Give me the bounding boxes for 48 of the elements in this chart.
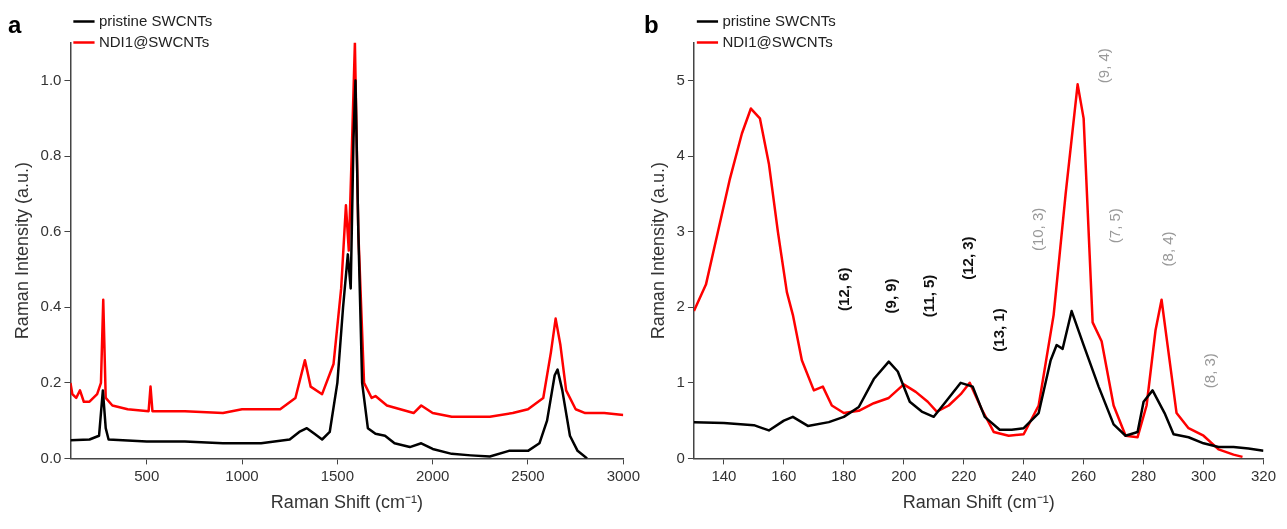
y-axis-title: Raman Intensity (a.u.) [11,162,32,340]
y-tick-label: 2 [676,297,685,315]
annotation: (12, 3) [958,236,976,280]
x-tick-label: 300 [1191,466,1217,484]
annotation: (10, 3) [1028,207,1046,252]
x-tick-label: 160 [771,466,797,484]
annotation: (8, 3) [1201,353,1219,389]
x-tick-label: 140 [711,466,737,484]
annotation: (9, 4) [1094,48,1112,84]
x-tick-label: 500 [134,466,160,484]
y-tick-label: 0.8 [40,146,62,164]
annotation: (12, 6) [835,267,853,311]
x-tick-label: 240 [1011,466,1037,484]
y-tick-label: 3 [676,221,685,239]
legend-label: pristine SWCNTs [722,11,836,29]
x-tick-label: 180 [831,466,857,484]
chart-title: b [644,11,659,39]
x-axis-title: Raman Shift (cm⁻¹) [270,492,423,513]
legend-label: pristine SWCNTs [98,11,213,29]
y-tick-label: 5 [676,70,685,88]
y-tick-label: 4 [676,146,685,164]
y-tick-label: 1 [676,372,685,390]
x-axis-title: Raman Shift (cm⁻¹) [902,492,1055,513]
y-axis-title: Raman Intensity (a.u.) [647,162,668,340]
x-tick-label: 1500 [320,466,355,484]
annotation: (7, 5) [1105,208,1123,244]
annotation: (13, 1) [990,308,1008,352]
x-tick-label: 280 [1131,466,1157,484]
x-tick-label: 320 [1250,466,1276,484]
annotation: (11, 5) [919,274,937,318]
chart-title: a [8,11,22,39]
x-tick-label: 2500 [511,466,545,484]
x-tick-label: 200 [891,466,917,484]
y-tick-label: 0.6 [40,221,62,239]
y-tick-label: 0.2 [40,372,62,390]
legend-label: NDI1@SWCNTs [722,32,833,50]
x-tick-label: 3000 [606,466,640,484]
x-tick-label: 1000 [225,466,259,484]
x-tick-label: 220 [951,466,977,484]
y-tick-label: 1.0 [40,70,62,88]
x-tick-label: 260 [1071,466,1097,484]
annotation: (8, 4) [1159,231,1177,267]
x-tick-label: 2000 [415,466,450,484]
annotation: (9, 9) [881,278,899,314]
y-tick-label: 0.0 [40,448,62,466]
legend-label: NDI1@SWCNTs [98,32,210,50]
y-tick-label: 0.4 [40,297,62,315]
y-tick-label: 0 [676,448,685,466]
